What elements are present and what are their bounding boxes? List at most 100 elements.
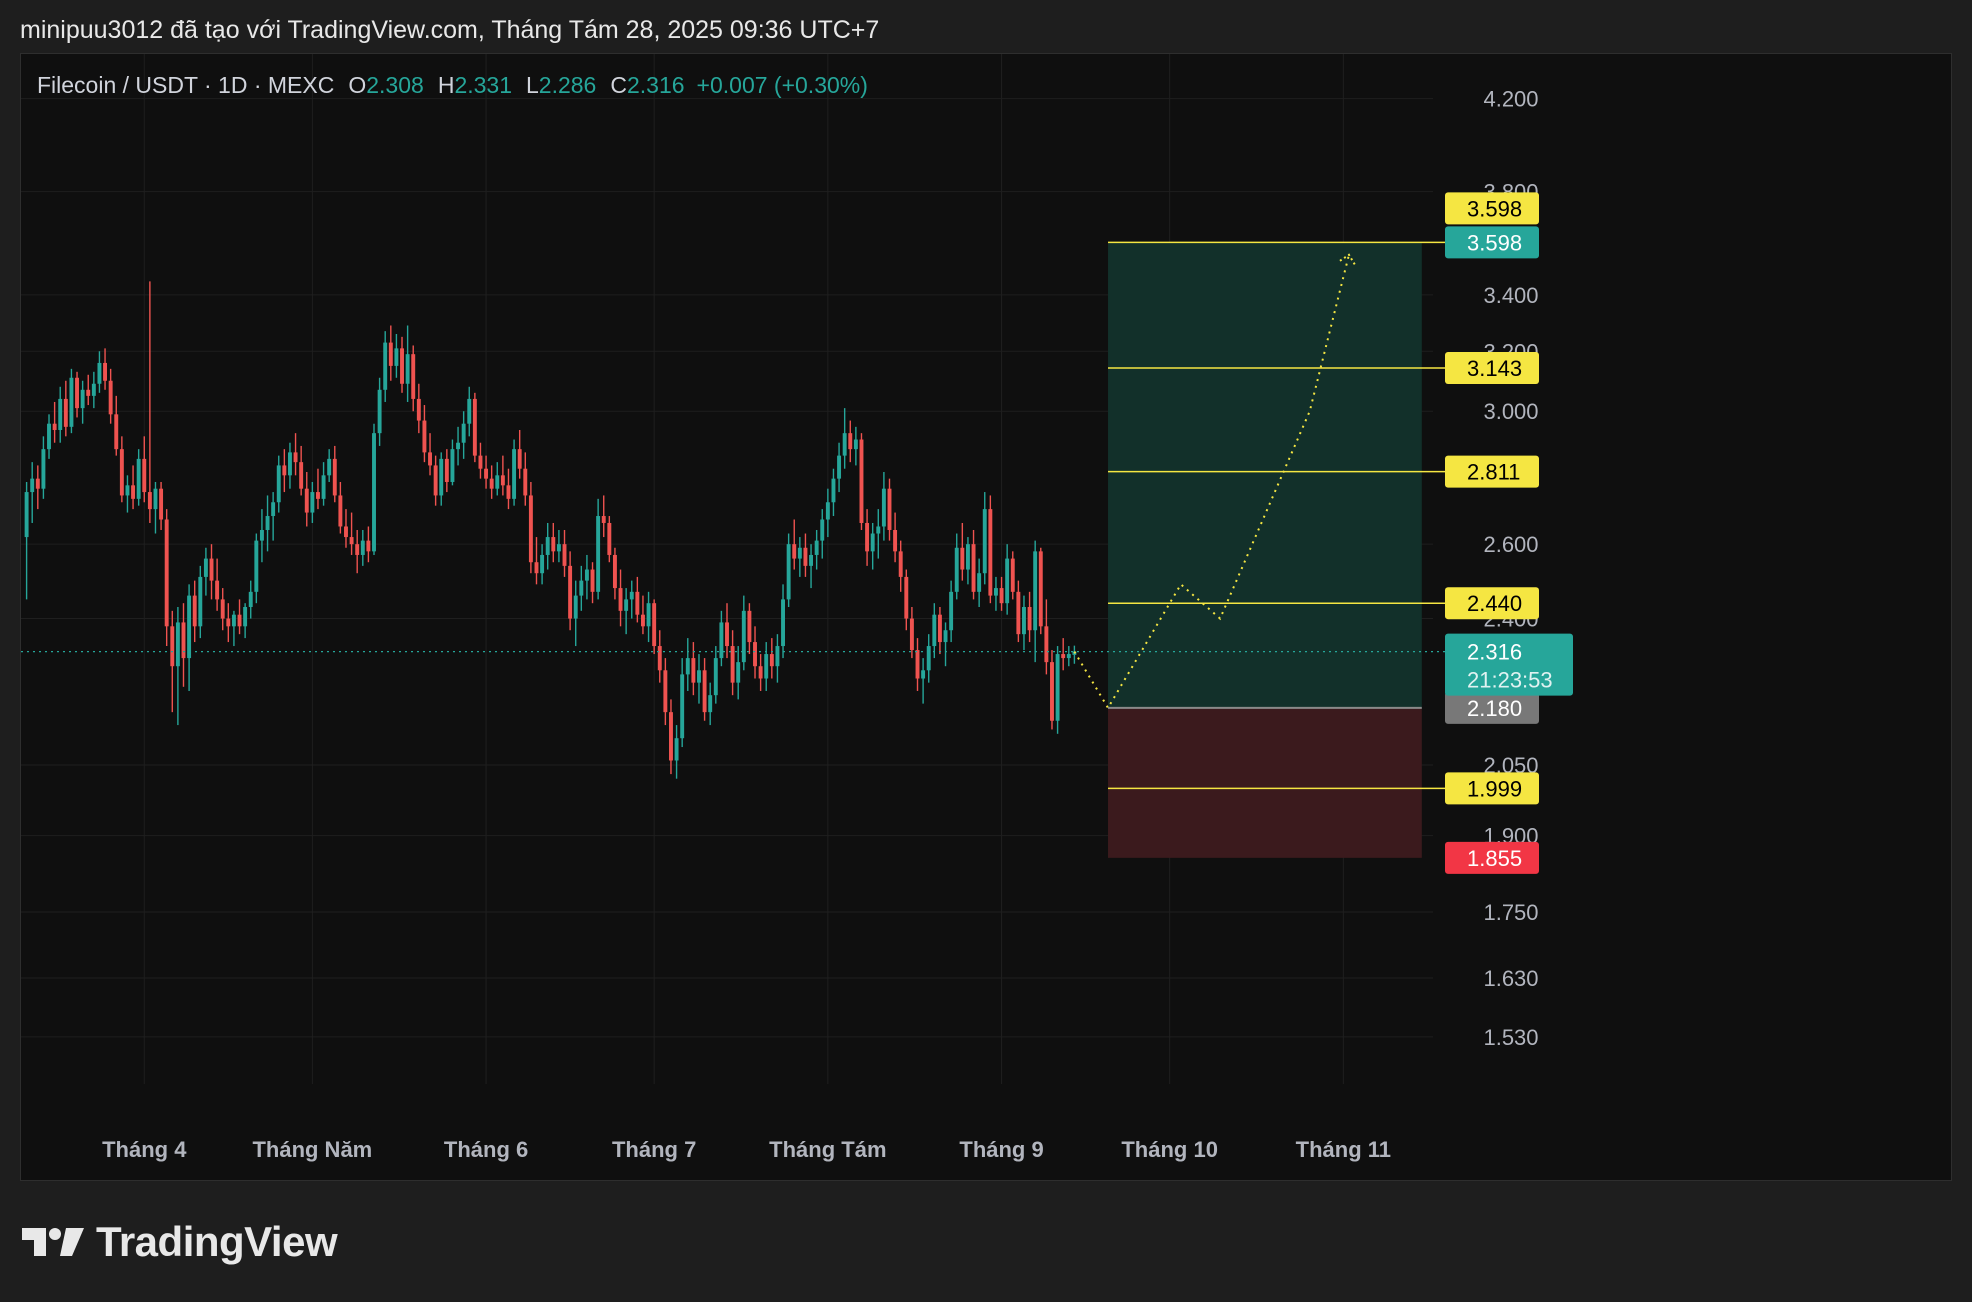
candle-body[interactable] — [52, 423, 57, 430]
candle-body[interactable] — [1010, 558, 1015, 592]
candle-body[interactable] — [304, 488, 309, 513]
candle-body[interactable] — [187, 595, 192, 659]
candle-body[interactable] — [753, 642, 757, 667]
candle-body[interactable] — [377, 389, 382, 434]
tradingview-brand[interactable]: TradingView — [22, 1218, 338, 1266]
candle-body[interactable] — [439, 458, 444, 496]
candle-body[interactable] — [192, 595, 197, 627]
candle-body[interactable] — [30, 478, 35, 493]
symbol-legend[interactable]: Filecoin / USDT · 1D · MEXC O2.308 H2.331 L… — [37, 72, 868, 99]
candle-body[interactable] — [175, 622, 180, 667]
candle-body[interactable] — [35, 478, 40, 489]
candle-body[interactable] — [865, 522, 870, 552]
candle-body[interactable] — [680, 674, 685, 739]
candle-body[interactable] — [181, 622, 186, 659]
candle-body[interactable] — [416, 398, 421, 421]
candle-body[interactable] — [719, 622, 724, 659]
current-price-tag[interactable]: 2.316 21:23:53 — [1445, 633, 1573, 696]
candle-body[interactable] — [663, 670, 668, 713]
candle-body[interactable] — [573, 595, 578, 619]
candle-body[interactable] — [870, 533, 875, 552]
candle-body[interactable] — [411, 354, 416, 399]
candle-body[interactable] — [837, 455, 842, 479]
candle-body[interactable] — [254, 540, 259, 592]
candle-body[interactable] — [954, 547, 959, 592]
target-price-tag-yellow[interactable]: 3.598 — [1445, 192, 1539, 225]
level-price-tag[interactable]: 3.143 — [1445, 351, 1539, 384]
candle-body[interactable] — [321, 475, 326, 499]
candle-body[interactable] — [517, 449, 522, 469]
candle-body[interactable] — [1005, 558, 1010, 604]
candle-body[interactable] — [91, 383, 96, 396]
candle-body[interactable] — [512, 449, 517, 499]
candle-body[interactable] — [540, 554, 545, 574]
candle-body[interactable] — [108, 380, 113, 415]
candle-body[interactable] — [355, 544, 360, 555]
candle-body[interactable] — [556, 544, 561, 552]
candle-body[interactable] — [125, 485, 130, 496]
candle-body[interactable] — [86, 389, 91, 396]
candle-body[interactable] — [198, 576, 203, 627]
candle-body[interactable] — [383, 342, 388, 390]
candle-body[interactable] — [500, 475, 505, 486]
candle-body[interactable] — [825, 502, 830, 520]
candle-body[interactable] — [803, 547, 808, 566]
candle-body[interactable] — [904, 576, 909, 619]
candle-body[interactable] — [977, 573, 982, 592]
candle-body[interactable] — [786, 544, 791, 600]
candle-body[interactable] — [545, 537, 550, 555]
candle-body[interactable] — [848, 433, 853, 450]
candle-body[interactable] — [1038, 551, 1043, 627]
candle-body[interactable] — [495, 475, 500, 489]
entry-price-tag[interactable]: 2.180 — [1445, 691, 1539, 724]
candle-body[interactable] — [484, 468, 489, 479]
candle-body[interactable] — [489, 478, 494, 489]
stop-price-tag[interactable]: 1.855 — [1445, 841, 1539, 874]
candle-body[interactable] — [226, 618, 231, 627]
candle-body[interactable] — [697, 670, 701, 683]
candle-body[interactable] — [450, 449, 455, 482]
chart-frame[interactable]: Tháng 4 Tháng Năm Tháng 6 Tháng 7 Tháng Tám T… — [20, 53, 1952, 1181]
candle-body[interactable] — [136, 458, 141, 499]
candle-body[interactable] — [960, 547, 965, 570]
candle-body[interactable] — [47, 423, 51, 450]
candle-body[interactable] — [405, 354, 410, 384]
candle-body[interactable] — [758, 666, 763, 679]
candle-body[interactable] — [635, 591, 640, 615]
candle-body[interactable] — [624, 599, 629, 611]
candle-body[interactable] — [215, 580, 220, 600]
chart-svg[interactable]: Tháng 4 Tháng Năm Tháng 6 Tháng 7 Tháng Tám T… — [21, 54, 1953, 1182]
candle-body[interactable] — [472, 398, 477, 456]
candle-body[interactable] — [220, 599, 225, 619]
candle-body[interactable] — [646, 603, 651, 627]
candle-body[interactable] — [69, 377, 74, 427]
candle-body[interactable] — [209, 558, 214, 581]
candle-body[interactable] — [338, 495, 343, 527]
candle-body[interactable] — [764, 654, 769, 679]
candle-body[interactable] — [893, 529, 898, 552]
candle-body[interactable] — [1055, 654, 1060, 721]
candle-body[interactable] — [97, 362, 102, 384]
candle-body[interactable] — [388, 342, 393, 366]
candle-body[interactable] — [853, 439, 858, 450]
candle-body[interactable] — [299, 462, 304, 489]
candle-body[interactable] — [428, 452, 432, 466]
candle-body[interactable] — [725, 622, 729, 647]
candle-body[interactable] — [988, 509, 993, 596]
candle-body[interactable] — [63, 398, 68, 427]
candle-body[interactable] — [170, 626, 175, 667]
candle-body[interactable] — [276, 465, 281, 503]
candle-body[interactable] — [797, 547, 802, 559]
candle-body[interactable] — [629, 591, 634, 600]
candle-body[interactable] — [349, 537, 354, 545]
candle-body[interactable] — [394, 348, 399, 366]
candle-body[interactable] — [332, 458, 337, 496]
candle-body[interactable] — [781, 599, 785, 647]
level-price-tag[interactable]: 2.440 — [1445, 587, 1539, 620]
candle-body[interactable] — [915, 650, 920, 679]
candle-body[interactable] — [921, 670, 926, 679]
candle-body[interactable] — [607, 522, 612, 555]
candle-body[interactable] — [243, 607, 248, 627]
candle-body[interactable] — [949, 591, 954, 631]
candle-body[interactable] — [937, 614, 942, 643]
